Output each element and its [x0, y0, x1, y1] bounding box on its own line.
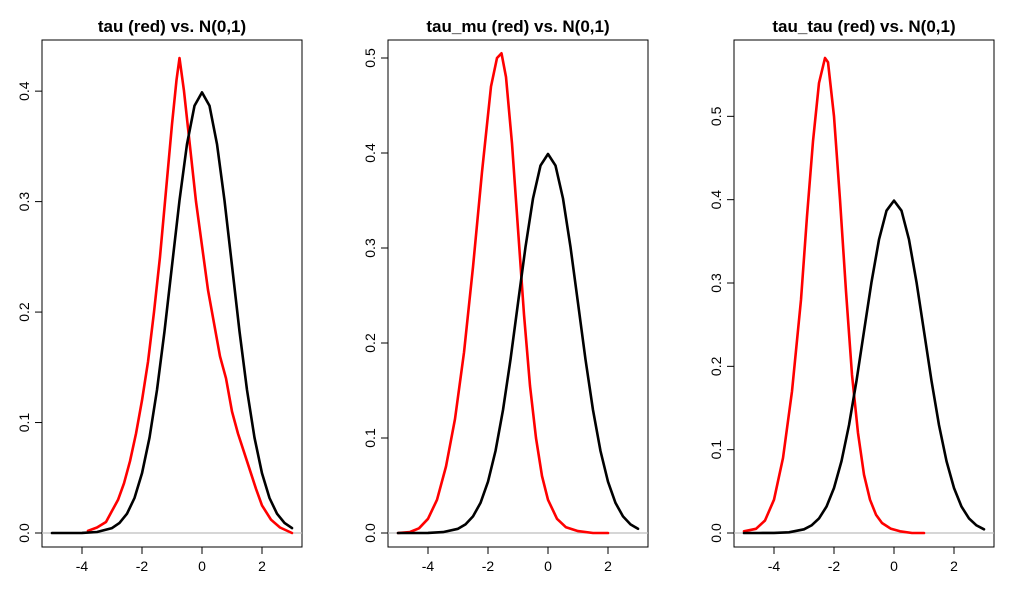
x-tick-label: 0 — [890, 558, 898, 574]
red-density-line — [742, 56, 926, 535]
y-tick-label: 0.3 — [708, 273, 724, 293]
y-tick-label: 0.0 — [16, 523, 32, 543]
x-tick-label: 2 — [950, 558, 958, 574]
x-axis: -4 -2 0 2 — [76, 547, 266, 574]
y-tick-label: 0.0 — [708, 523, 724, 543]
chart-panel-1: tau (red) vs. N(0,1)-4 -2 0 20.00.10.20.30.… — [16, 17, 303, 574]
y-tick-label: 0.3 — [16, 192, 32, 212]
plot-frame — [387, 39, 649, 548]
y-axis: 0.0 0.1 0.2 0.3 0.4 0.5 — [362, 48, 388, 543]
black-normal-density-line — [742, 199, 986, 535]
y-tick-label: 0.1 — [16, 413, 32, 433]
chart-title: tau_mu (red) vs. N(0,1) — [426, 17, 609, 36]
x-tick-label: 0 — [544, 558, 552, 574]
x-tick-label: 2 — [604, 558, 612, 574]
y-tick-label: 0.4 — [362, 143, 378, 163]
black-normal-density-line — [396, 152, 640, 535]
red-density-line — [396, 51, 610, 535]
x-tick-label: -2 — [136, 558, 149, 574]
x-tick-label: -4 — [422, 558, 435, 574]
red-density-line — [86, 56, 294, 535]
y-tick-label: 0.2 — [362, 333, 378, 353]
y-tick-label: 0.2 — [708, 356, 724, 376]
y-tick-label: 0.5 — [708, 106, 724, 126]
chart-title: tau (red) vs. N(0,1) — [98, 17, 246, 36]
x-tick-label: -2 — [482, 558, 495, 574]
y-axis: 0.0 0.1 0.2 0.3 0.4 0.5 — [708, 106, 734, 543]
y-axis: 0.0 0.1 0.2 0.3 0.4 — [16, 81, 42, 543]
x-tick-label: -2 — [828, 558, 841, 574]
x-tick-label: 0 — [198, 558, 206, 574]
y-tick-label: 0.3 — [362, 238, 378, 258]
x-tick-label: -4 — [76, 558, 89, 574]
y-tick-label: 0.2 — [16, 302, 32, 322]
y-tick-label: 0.0 — [362, 523, 378, 543]
chart-title: tau_tau (red) vs. N(0,1) — [772, 17, 955, 36]
plot-frame — [41, 39, 303, 548]
y-tick-label: 0.1 — [708, 440, 724, 460]
x-axis: -4 -2 0 2 — [768, 547, 958, 574]
y-tick-label: 0.4 — [708, 190, 724, 210]
x-tick-label: 2 — [258, 558, 266, 574]
y-tick-label: 0.1 — [362, 428, 378, 448]
x-axis: -4 -2 0 2 — [422, 547, 612, 574]
plot-frame — [733, 39, 995, 548]
black-normal-density-line — [50, 91, 294, 535]
x-tick-label: -4 — [768, 558, 781, 574]
y-tick-label: 0.5 — [362, 48, 378, 68]
chart-panel-2: tau_mu (red) vs. N(0,1)-4 -2 0 20.00.10.20.… — [362, 17, 649, 574]
y-tick-label: 0.4 — [16, 81, 32, 101]
chart-panel-3: tau_tau (red) vs. N(0,1)-4 -2 0 20.00.10.20… — [708, 17, 995, 574]
